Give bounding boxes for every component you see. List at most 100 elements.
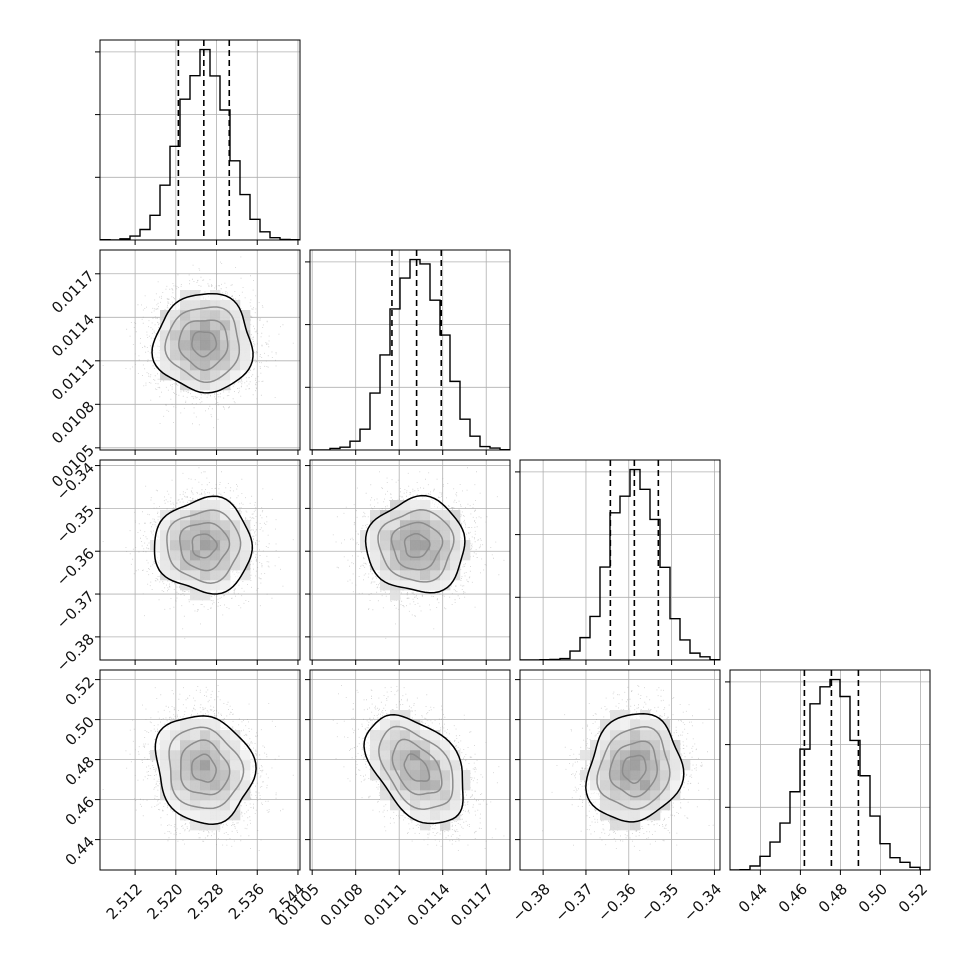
histogram-panel-4 [725, 669, 931, 875]
density-cell [380, 790, 391, 801]
density-cell [420, 820, 431, 831]
axes-frame [309, 669, 511, 871]
density-cell [390, 800, 401, 811]
axes-frame [309, 459, 511, 661]
density-cell [610, 820, 621, 831]
y-tick-label-2-5: 0.0117 [48, 267, 98, 317]
y-tick-label-3-2: −0.37 [53, 587, 98, 632]
y-tick-label-2-3: 0.0111 [48, 354, 98, 404]
density-cell [240, 570, 251, 581]
density-cell [590, 740, 601, 751]
histogram-line [310, 258, 510, 450]
density-cell [460, 770, 471, 781]
density-cell [160, 510, 171, 521]
x-tick-label-4-1: 0.44 [735, 880, 771, 916]
density-cell [580, 750, 591, 761]
y-tick-label-4-3: 0.48 [62, 753, 98, 789]
density-cell [400, 710, 411, 721]
density-cell [630, 820, 641, 831]
x-tick-label-3-1: −0.38 [509, 880, 554, 925]
histogram-panel-3 [515, 459, 721, 665]
x-tick-label-1-1: 2.512 [103, 880, 146, 923]
x-tick-label-2-4: 0.0114 [404, 880, 454, 930]
histogram-line [520, 468, 720, 660]
density-cell [370, 510, 381, 521]
x-tick-label-4-3: 0.48 [815, 880, 851, 916]
x-tick-label-2-5: 0.0117 [447, 880, 497, 930]
y-tick-label-2-4: 0.0114 [48, 311, 98, 361]
scatter-panel-3-2 [305, 459, 511, 665]
x-tick-label-1-3: 2.528 [184, 880, 227, 923]
histogram-panel-1 [95, 39, 301, 245]
density-cell [200, 590, 211, 601]
scatter-panel-4-2 [305, 669, 511, 875]
axes-frame [729, 669, 931, 871]
x-tick-label-1-4: 2.536 [225, 880, 268, 923]
density-cell [240, 790, 251, 801]
contour-level-4 [585, 713, 685, 823]
density-cell [440, 820, 451, 831]
density-cell [190, 820, 201, 831]
density-cell [360, 530, 371, 541]
contour-level-4 [363, 714, 464, 825]
x-tick-label-4-2: 0.46 [775, 880, 811, 916]
axes-frame [99, 39, 301, 241]
x-tick-label-4-5: 0.52 [895, 880, 931, 916]
y-tick-label-2-2: 0.0108 [48, 398, 98, 448]
x-tick-label-4-4: 0.50 [855, 880, 891, 916]
x-tick-label-2-3: 0.0111 [360, 880, 410, 930]
axes-frame [309, 249, 511, 451]
density-cell [190, 590, 201, 601]
x-tick-label-3-2: −0.37 [551, 880, 596, 925]
density-cell [680, 760, 691, 771]
y-tick-label-4-4: 0.50 [62, 713, 98, 749]
x-tick-label-3-5: −0.34 [680, 880, 725, 925]
density-cell [160, 310, 171, 321]
y-tick-label-3-4: −0.35 [53, 502, 98, 547]
y-tick-label-4-2: 0.46 [62, 793, 98, 829]
y-tick-label-4-5: 0.52 [62, 673, 98, 709]
density-cell [460, 780, 471, 791]
y-tick-label-3-1: −0.38 [53, 630, 98, 675]
scatter-panel-2-1 [95, 249, 301, 455]
density-cell [210, 820, 221, 831]
x-tick-label-3-3: −0.36 [594, 880, 639, 925]
density-cell [230, 810, 241, 821]
axes-frame [519, 669, 721, 871]
contour-level-4 [154, 715, 257, 826]
density-cell [150, 750, 161, 761]
axes-frame [99, 669, 301, 871]
density-cell [600, 810, 611, 821]
x-tick-label-3-4: −0.35 [637, 880, 682, 925]
contour-level-4 [153, 495, 254, 595]
axes-frame [519, 459, 721, 661]
scatter-panel-4-1 [95, 669, 301, 875]
density-cell [370, 770, 381, 781]
histogram-panel-2 [305, 249, 511, 455]
density-cell [200, 820, 211, 831]
density-cell [610, 710, 621, 721]
density-cell [390, 500, 401, 511]
density-cell [650, 810, 661, 821]
density-cell [240, 310, 251, 321]
density-cell [580, 770, 591, 781]
scatter-panel-4-3 [515, 669, 721, 875]
x-tick-label-1-2: 2.520 [143, 880, 186, 923]
x-tick-label-2-2: 0.0108 [317, 880, 367, 930]
y-tick-label-3-3: −0.36 [53, 545, 98, 590]
contour-level-4 [364, 494, 466, 594]
density-cell [390, 590, 401, 601]
density-cell [600, 720, 611, 731]
histogram-line [730, 678, 930, 870]
density-cell [460, 550, 471, 561]
scatter-panel-3-1 [95, 459, 301, 665]
density-cell [380, 580, 391, 591]
histogram-line [100, 48, 300, 240]
density-cell [360, 540, 371, 551]
density-cell [450, 510, 461, 521]
density-cell [620, 710, 631, 721]
axes-frame [99, 459, 301, 661]
density-cell [620, 820, 631, 831]
density-cell [180, 290, 191, 301]
